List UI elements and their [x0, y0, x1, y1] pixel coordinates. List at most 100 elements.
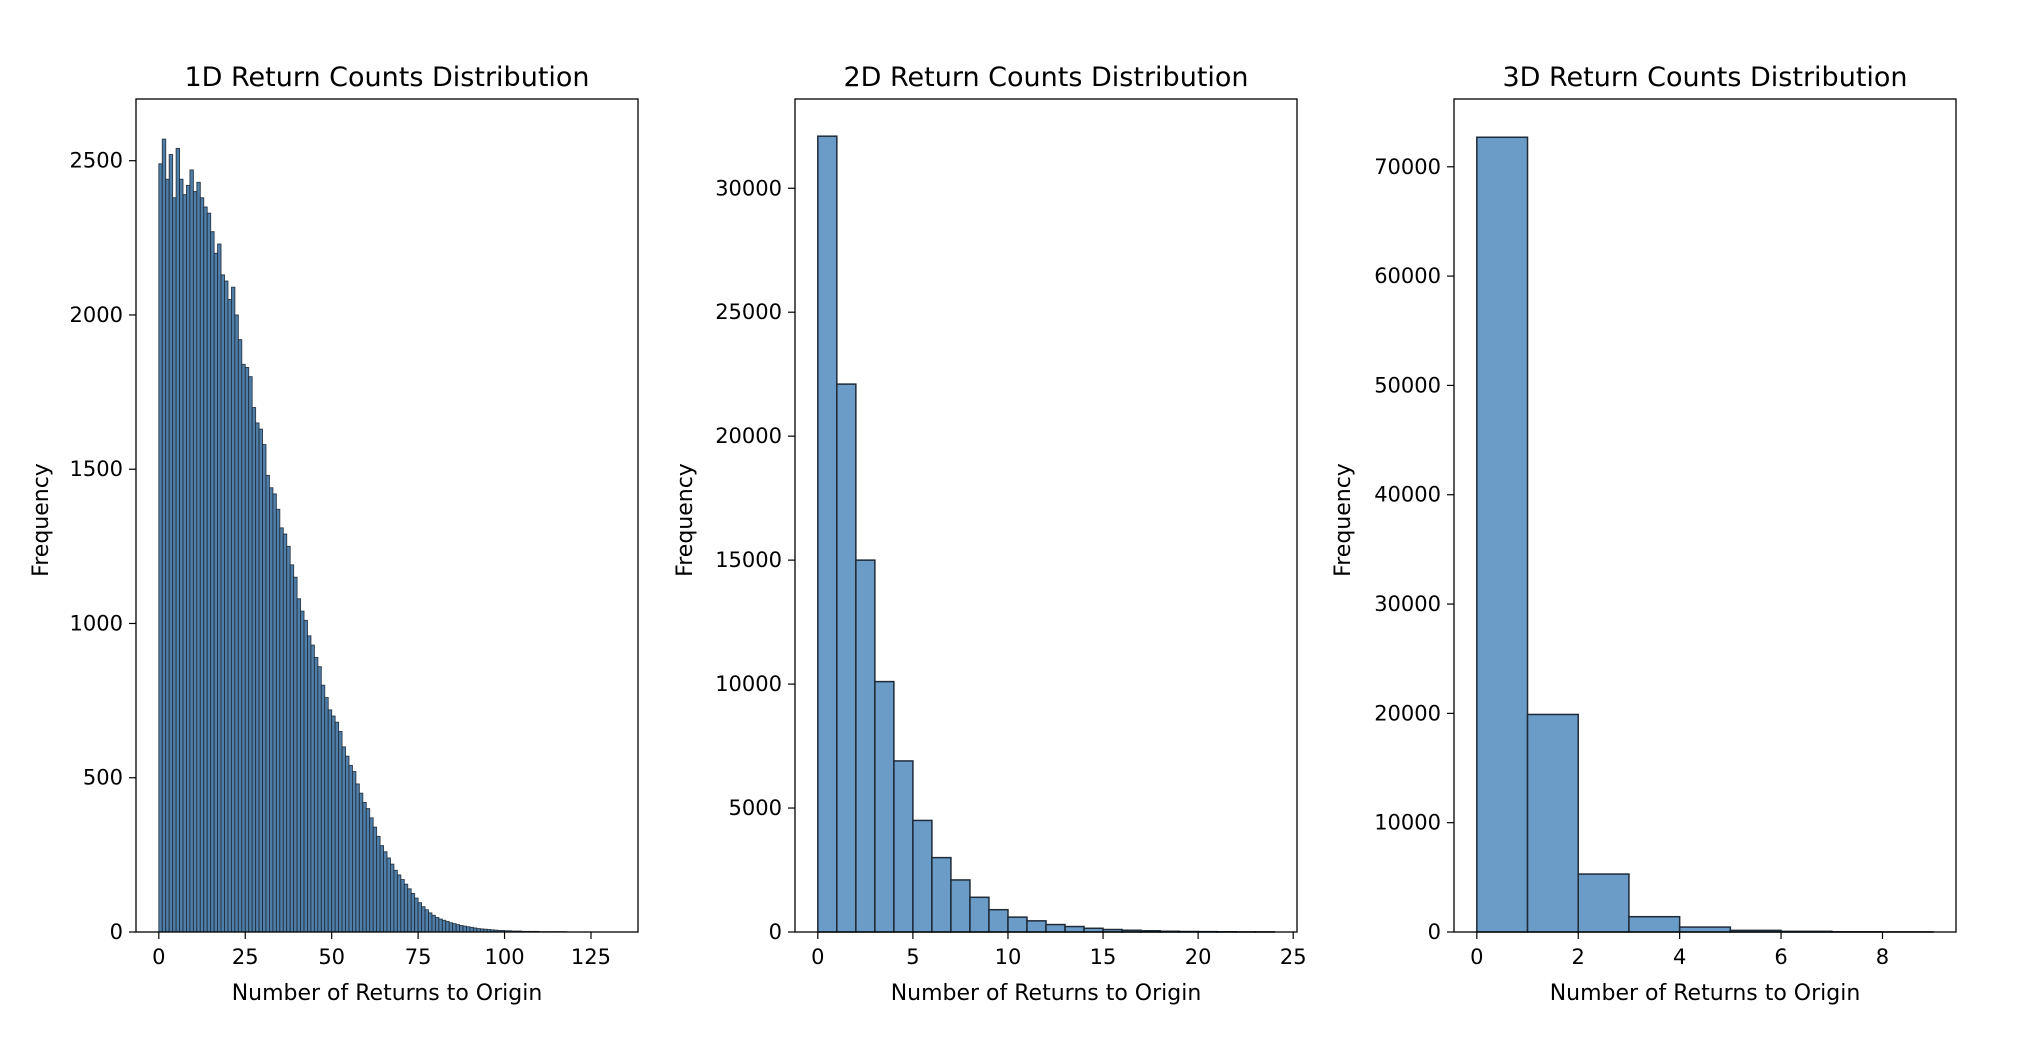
histogram-bar [855, 559, 876, 933]
histogram-bar [893, 760, 914, 933]
y-tick-label: 1000 [70, 611, 123, 635]
y-tick-label: 30000 [1374, 592, 1441, 616]
histogram-bar [386, 857, 391, 933]
histogram-bar [262, 444, 267, 933]
y-axis-label: Frequency [29, 463, 54, 577]
histogram-bar [334, 721, 340, 933]
histogram-bar [279, 527, 284, 933]
x-tick-label: 15 [1090, 945, 1117, 969]
histogram-bar [424, 909, 429, 933]
y-tick-label: 20000 [1374, 701, 1441, 725]
histogram-bar [237, 339, 243, 933]
y-axis-label: Frequency [673, 463, 698, 577]
histogram-bar [341, 746, 346, 933]
y-tick-label: 25000 [715, 300, 782, 324]
histogram-bar [836, 383, 857, 933]
histogram-bar [179, 178, 184, 933]
plot-frame [135, 98, 639, 933]
x-tick-label: 75 [405, 945, 432, 969]
histogram-bar [189, 169, 194, 933]
histogram-bar [1476, 136, 1529, 933]
y-tick-label: 10000 [1374, 811, 1441, 835]
histogram-bar [355, 783, 360, 933]
histogram-bar [331, 715, 336, 933]
histogram-bar [400, 879, 405, 933]
histogram-bar [931, 856, 952, 933]
histogram-bar [441, 919, 447, 933]
histogram-bar [196, 181, 201, 933]
chart-title: 1D Return Counts Distribution [184, 62, 589, 93]
histogram-bar [307, 635, 312, 933]
y-tick-label: 2000 [70, 303, 123, 327]
chart-panel-2d: 2D Return Counts Distribution Frequency … [673, 62, 1307, 1006]
histogram-bar [289, 564, 295, 933]
y-tick-label: 5000 [729, 796, 782, 820]
plot-frame [794, 98, 1298, 933]
histogram-bar [950, 879, 971, 933]
histogram-bar [192, 191, 198, 933]
histogram-bar [817, 135, 838, 933]
histogram-bar [369, 817, 374, 933]
histogram-bar [165, 178, 170, 933]
chart-title: 3D Return Counts Distribution [1502, 62, 1907, 93]
histogram-bar [327, 709, 333, 933]
y-tick-label: 30000 [715, 176, 782, 200]
histogram-bar [255, 422, 260, 933]
histogram-bar [1526, 713, 1579, 933]
histogram-bar [272, 493, 277, 933]
x-tick-label: 0 [1470, 945, 1483, 969]
histogram-bar [410, 892, 416, 933]
y-tick-label: 0 [110, 920, 123, 944]
histogram-bar [286, 545, 291, 933]
histogram-bar [186, 184, 191, 933]
histogram-bar [217, 243, 222, 933]
histogram-bar [220, 274, 225, 933]
histogram-bar [224, 280, 229, 933]
histogram-bar [303, 619, 308, 933]
histogram-bar [459, 925, 464, 933]
y-tick-label: 15000 [715, 548, 782, 572]
histogram-bar [1045, 923, 1066, 933]
x-tick-label: 10 [995, 945, 1022, 969]
histogram-bar [372, 826, 378, 933]
histogram-bar [244, 366, 250, 933]
histogram-bar [296, 598, 302, 933]
x-tick-label: 25 [1280, 945, 1307, 969]
axes-group: 0 5 10 15 20 25 0 5000 10000 15000 20000 25000 30000 [715, 176, 1306, 969]
histogram-bar [1064, 925, 1085, 933]
x-tick-label: 125 [571, 945, 611, 969]
x-tick-label: 8 [1876, 945, 1889, 969]
histogram-bar [320, 684, 326, 933]
histogram-bar [438, 918, 443, 933]
histogram-bar [1026, 920, 1047, 933]
x-tick-label: 5 [906, 945, 919, 969]
histogram-bar [258, 428, 263, 933]
histogram-bar [158, 163, 163, 933]
x-axis-label: Number of Returns to Origin [1550, 981, 1861, 1006]
histogram-bar [175, 147, 181, 933]
histogram-bar [428, 912, 433, 933]
x-tick-label: 0 [152, 945, 165, 969]
histogram-bar [251, 407, 257, 933]
histogram-bar [345, 755, 350, 933]
histogram-bar [227, 299, 232, 933]
histogram-bar [199, 197, 205, 933]
y-tick-label: 60000 [1374, 264, 1441, 288]
chart-panel-1d: 1D Return Counts Distribution Frequency … [29, 62, 639, 1006]
histogram-bar [248, 376, 253, 933]
histogram-bar [466, 926, 471, 933]
histogram-bar [431, 914, 436, 933]
histogram-bar [275, 508, 281, 933]
x-tick-label: 0 [811, 945, 824, 969]
histogram-bar [912, 819, 933, 933]
x-axis-label: Number of Returns to Origin [232, 981, 543, 1006]
y-tick-label: 1500 [70, 457, 123, 481]
histogram-bar [206, 212, 212, 933]
x-tick-label: 4 [1673, 945, 1686, 969]
x-tick-label: 20 [1185, 945, 1212, 969]
histogram-bar [293, 576, 298, 933]
histogram-bar [213, 252, 219, 933]
histogram-bar [383, 851, 388, 933]
histogram-bar [362, 801, 367, 933]
